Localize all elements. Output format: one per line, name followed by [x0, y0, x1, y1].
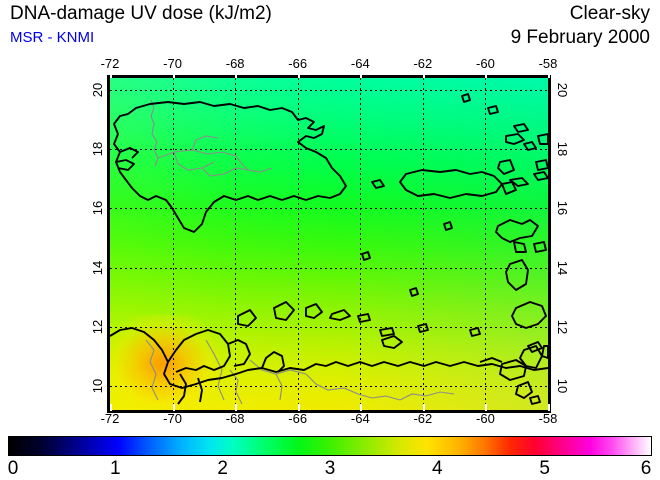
y-axis-tick-label: 14 — [90, 260, 105, 275]
y-axis-tick-label: 12 — [555, 319, 570, 335]
x-axis-tick-label: -66 — [288, 56, 308, 71]
x-axis-tick-label: -66 — [288, 411, 308, 426]
bottom-axis-ticks — [110, 404, 550, 411]
colorbar-tick-label: 6 — [640, 458, 652, 479]
axis-tick-mark — [172, 71, 175, 78]
colorbar-tick-label: 0 — [7, 458, 19, 479]
y-axis-tick-label: 16 — [555, 201, 570, 216]
axis-tick-mark — [360, 71, 363, 78]
colorbar-tick-label: 2 — [217, 458, 228, 479]
axis-tick-mark — [297, 71, 300, 78]
x-axis-tick-label: -68 — [225, 56, 245, 71]
y-axis-tick-label: 10 — [555, 379, 570, 394]
axis-tick-mark — [110, 404, 112, 411]
colorbar-tick-label: 4 — [432, 458, 443, 479]
x-axis-tick-label: -60 — [476, 411, 495, 426]
x-axis-tick-label: -70 — [163, 411, 182, 426]
colorbar-gradient — [8, 436, 652, 456]
axis-tick-mark — [422, 71, 425, 78]
colorbar-tick-label: 3 — [324, 458, 336, 479]
x-axis-tick-label: -62 — [413, 411, 433, 426]
institution-label: MSR - KNMI — [10, 29, 95, 46]
axis-tick-mark — [235, 71, 238, 78]
x-axis-tick-label: -64 — [350, 56, 370, 71]
top-axis-ticks — [110, 71, 550, 78]
page-title: DNA-damage UV dose (kJ/m2) — [10, 3, 272, 24]
axis-tick-mark — [297, 404, 300, 411]
y-axis-tick-label: 10 — [90, 379, 105, 394]
y-axis-tick-label: 18 — [90, 141, 105, 157]
colorbar — [8, 436, 652, 456]
axis-tick-mark — [485, 71, 488, 78]
uv-dose-field — [110, 78, 548, 410]
chart-header: DNA-damage UV dose (kJ/m2) Clear-sky MSR… — [0, 0, 660, 56]
y-axis-tick-label: 18 — [555, 141, 570, 157]
y-axis-tick-label: 14 — [555, 260, 570, 275]
x-axis-tick-label: -72 — [100, 411, 120, 426]
uv-dose-maximum-hotspot — [110, 313, 220, 410]
colorbar-tick-label: 5 — [539, 458, 550, 479]
y-axis-tick-label: 20 — [90, 82, 105, 98]
axis-tick-mark — [172, 404, 175, 411]
date-label: 9 February 2000 — [510, 27, 650, 48]
axis-tick-mark — [235, 404, 238, 411]
y-axis-tick-label: 20 — [555, 82, 570, 98]
axis-tick-mark — [360, 404, 363, 411]
sky-condition-label: Clear-sky — [569, 3, 650, 24]
axis-tick-mark — [548, 404, 550, 411]
axis-tick-mark — [110, 71, 112, 78]
y-axis-tick-label: 16 — [90, 201, 105, 216]
axis-tick-mark — [548, 71, 550, 78]
map-plot-area — [107, 75, 551, 413]
x-axis-tick-label: -58 — [538, 411, 558, 426]
axis-tick-mark — [422, 404, 425, 411]
x-axis-tick-label: -68 — [225, 411, 245, 426]
axis-tick-mark — [485, 404, 488, 411]
x-axis-tick-label: -60 — [476, 56, 495, 71]
x-axis-tick-label: -62 — [413, 56, 433, 71]
y-axis-tick-label: 12 — [90, 319, 105, 335]
x-axis-tick-label: -70 — [163, 56, 182, 71]
colorbar-tick-label: 1 — [110, 458, 121, 479]
x-axis-tick-label: -58 — [538, 56, 558, 71]
x-axis-tick-label: -72 — [100, 56, 120, 71]
x-axis-tick-label: -64 — [350, 411, 370, 426]
